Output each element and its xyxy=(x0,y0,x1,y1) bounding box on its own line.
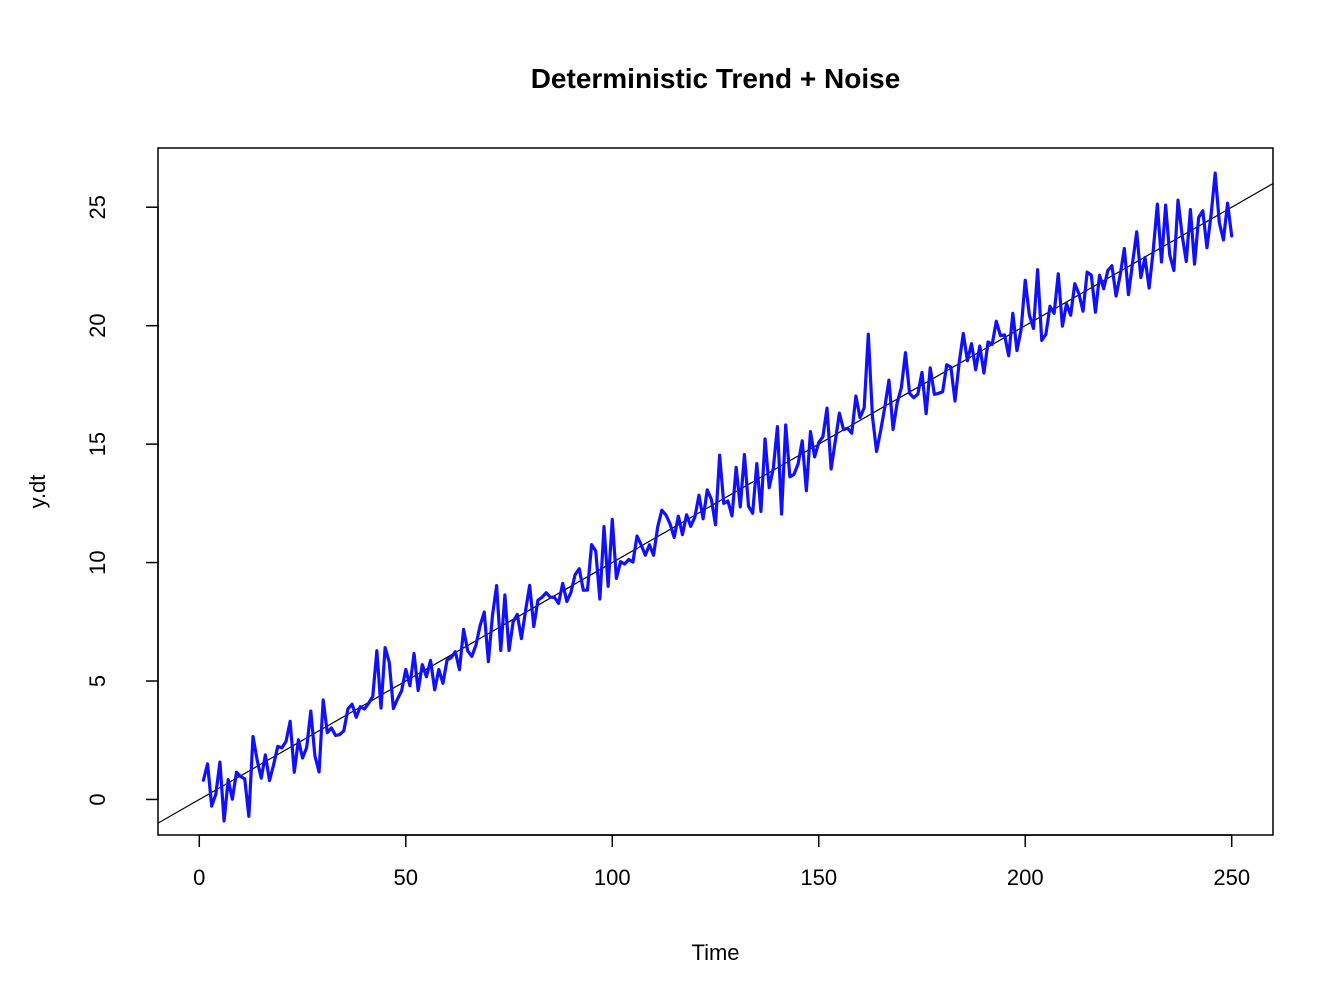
y-tick-label: 5 xyxy=(85,675,110,687)
y-tick-label: 0 xyxy=(85,793,110,805)
chart-container: 0 50 100 150 200 250 0 5 10 15 20 25 Deterministic T… xyxy=(0,0,1344,1008)
y-tick-label: 15 xyxy=(85,432,110,456)
x-tick-label: 100 xyxy=(594,865,631,890)
y-tick-label: 10 xyxy=(85,550,110,574)
x-tick-label: 150 xyxy=(800,865,837,890)
y-tick-label: 25 xyxy=(85,195,110,219)
x-tick-label: 250 xyxy=(1213,865,1250,890)
y-tick-label: 20 xyxy=(85,313,110,337)
y-axis-label: y.dt xyxy=(25,475,50,509)
x-tick-label: 200 xyxy=(1007,865,1044,890)
chart-background xyxy=(0,0,1344,1008)
x-axis-label: Time xyxy=(691,940,739,965)
chart-svg: 0 50 100 150 200 250 0 5 10 15 20 25 Deterministic T… xyxy=(0,0,1344,1008)
x-tick-label: 0 xyxy=(193,865,205,890)
chart-title: Deterministic Trend + Noise xyxy=(531,63,901,94)
x-tick-label: 50 xyxy=(394,865,418,890)
